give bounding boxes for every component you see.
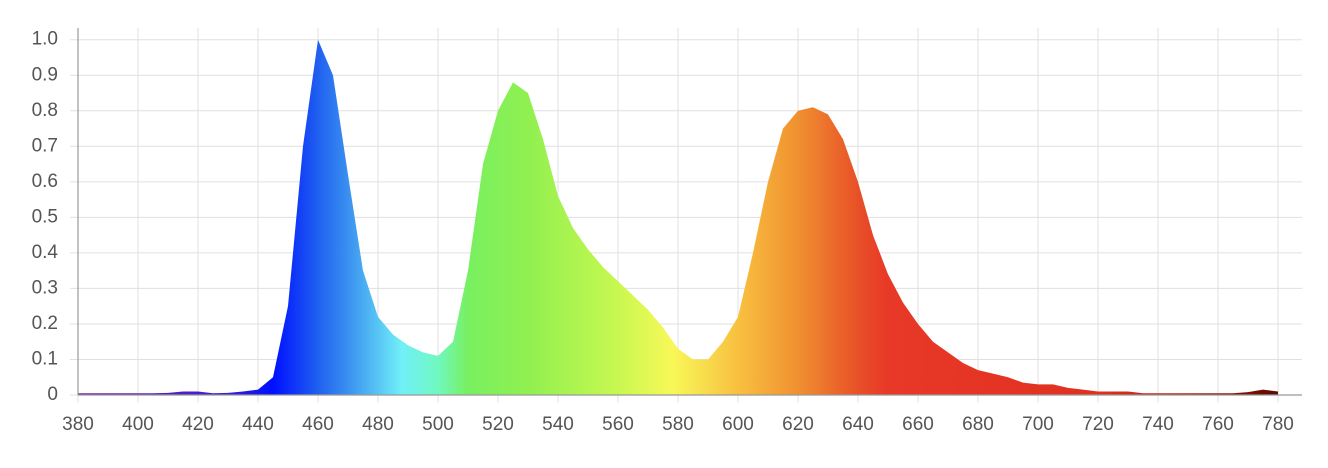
spectrum-area	[78, 39, 1278, 395]
x-tick-label: 400	[122, 414, 154, 435]
x-tick-label: 480	[362, 414, 394, 435]
x-tick-label: 600	[722, 414, 754, 435]
x-tick-label: 540	[542, 414, 574, 435]
y-tick-label: 0.8	[32, 100, 58, 121]
x-tick-label: 760	[1202, 414, 1234, 435]
y-tick-label: 0.3	[32, 277, 58, 298]
x-tick-label: 500	[422, 414, 454, 435]
x-tick-label: 720	[1082, 414, 1114, 435]
x-tick-label: 660	[902, 414, 934, 435]
x-tick-label: 520	[482, 414, 514, 435]
y-tick-label: 0.2	[32, 313, 58, 334]
y-tick-label: 0	[47, 384, 58, 405]
x-tick-label: 380	[62, 414, 94, 435]
y-tick-label: 0.7	[32, 135, 58, 156]
y-tick-label: 0.9	[32, 64, 58, 85]
x-tick-label: 420	[182, 414, 214, 435]
x-tick-label: 780	[1262, 414, 1294, 435]
x-tick-label: 440	[242, 414, 274, 435]
y-tick-label: 0.1	[32, 348, 58, 369]
x-tick-label: 740	[1142, 414, 1174, 435]
y-tick-label: 0.5	[32, 206, 58, 227]
x-tick-label: 640	[842, 414, 874, 435]
x-tick-label: 580	[662, 414, 694, 435]
x-tick-label: 620	[782, 414, 814, 435]
y-tick-label: 1.0	[32, 29, 58, 50]
x-tick-label: 680	[962, 414, 994, 435]
y-tick-label: 0.4	[32, 242, 59, 263]
x-tick-label: 700	[1022, 414, 1054, 435]
y-tick-label: 0.6	[32, 171, 58, 192]
x-tick-label: 560	[602, 414, 634, 435]
x-tick-label: 460	[302, 414, 334, 435]
